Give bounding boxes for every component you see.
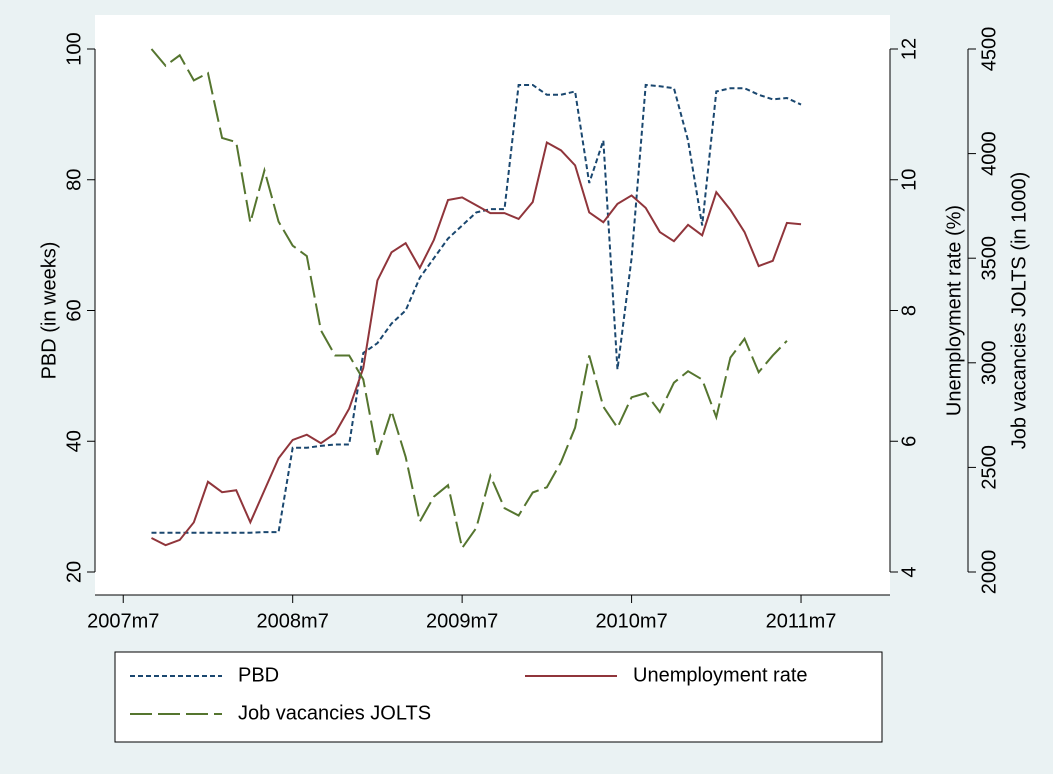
y-tick-label: 100 [63,32,85,65]
y2-axis-title: Unemployment rate (%) [943,205,965,416]
y3-tick-label: 2000 [978,550,1000,595]
y2-tick-label: 6 [898,436,920,447]
plot-area [95,15,890,595]
y2-tick-label: 10 [898,169,920,191]
x-tick-label: 2011m7 [766,610,837,632]
y-tick-label: 80 [63,169,85,191]
y3-tick-label: 4000 [978,131,1000,176]
y2-tick-label: 12 [898,38,920,60]
x-tick-label: 2009m7 [426,610,498,632]
y-tick-label: 40 [63,430,85,452]
series-line [150,48,788,551]
legend-label: PBD [238,664,279,686]
y-tick-label: 60 [63,299,85,321]
legend [114,651,883,743]
y3-axis-title: Job vacancies JOLTS (in 1000) [1008,172,1030,450]
y3-tick-label: 4500 [978,27,1000,72]
series-line [151,140,802,547]
legend-label: Unemployment rate [633,664,808,686]
x-tick-label: 2008m7 [257,610,329,632]
legend-label: Job vacancies JOLTS [238,702,431,724]
y3-tick-label: 3000 [978,341,1000,386]
y2-tick-label: 8 [898,305,920,316]
series-line [151,83,802,534]
y-tick-label: 20 [63,561,85,583]
y3-tick-label: 3500 [978,236,1000,281]
x-tick-label: 2010m7 [595,610,667,632]
y2-tick-label: 4 [898,566,920,577]
y3-tick-label: 2500 [978,445,1000,490]
x-tick-label: 2007m7 [87,610,159,632]
y-axis-title: PBD (in weeks) [38,242,60,380]
